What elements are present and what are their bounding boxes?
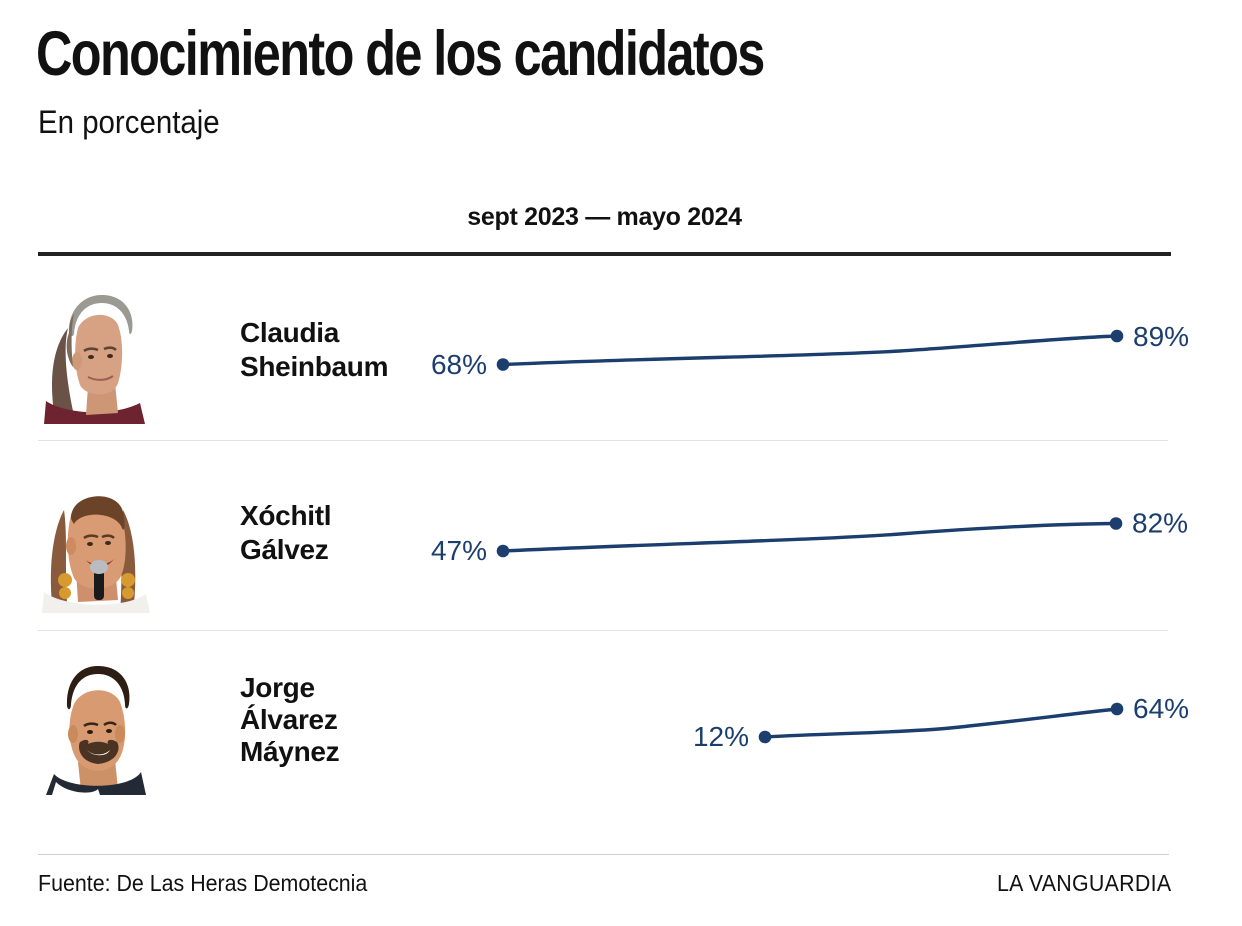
svg-text:47%: 47% [431, 535, 487, 566]
svg-text:89%: 89% [1133, 321, 1189, 352]
svg-text:82%: 82% [1132, 508, 1188, 539]
svg-text:68%: 68% [431, 349, 487, 380]
svg-text:12%: 12% [693, 721, 749, 752]
svg-text:64%: 64% [1133, 693, 1189, 724]
